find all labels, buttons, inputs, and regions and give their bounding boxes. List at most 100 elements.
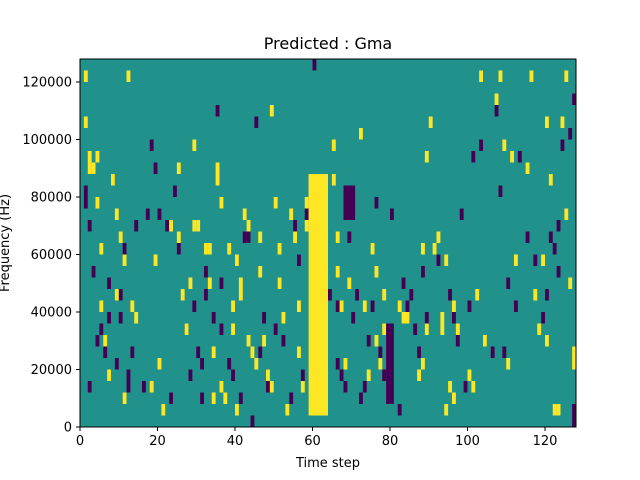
heatmap-cell-low — [552, 243, 557, 255]
heatmap-cell-high — [231, 300, 235, 312]
heatmap-cell-low — [424, 312, 429, 324]
heatmap-cell-high — [378, 358, 383, 370]
heatmap-cell-low — [118, 312, 123, 324]
heatmap-cell-high — [370, 243, 375, 255]
heatmap-cell-high — [564, 208, 569, 220]
heatmap-cell-low — [390, 208, 394, 220]
heatmap-cell-high — [269, 381, 274, 393]
heatmap-cell-high — [254, 358, 259, 370]
heatmap-cell-low — [304, 208, 309, 220]
heatmap-cell-low — [556, 220, 561, 232]
heatmap-cell-low — [242, 231, 247, 243]
heatmap-cell-high — [211, 392, 216, 404]
x-tick-label: 40 — [227, 434, 244, 449]
heatmap-cell-low — [107, 312, 111, 324]
heatmap-cell-low — [99, 323, 104, 335]
heatmap-cell-low — [238, 392, 243, 404]
heatmap-cell-low — [312, 59, 317, 71]
heatmap-cell-high — [157, 358, 162, 370]
heatmap-cell-high — [192, 220, 197, 232]
heatmap-cell-low — [459, 208, 464, 220]
heatmap-cell-high — [114, 289, 119, 301]
heatmap-cell-high — [281, 312, 286, 324]
heatmap-cell-high — [262, 335, 266, 347]
heatmap-cell-high — [122, 254, 127, 266]
heatmap-cell-high — [297, 300, 301, 312]
heatmap-cell-low — [421, 266, 425, 278]
y-tick-label: 120000 — [22, 76, 72, 91]
heatmap-cell-high — [417, 369, 421, 381]
heatmap-cell-low — [370, 300, 375, 312]
heatmap-cell-high — [196, 220, 201, 232]
heatmap-cell-high — [455, 323, 460, 335]
heatmap-cell-low — [502, 346, 507, 358]
heatmap-cell-high — [134, 312, 139, 324]
heatmap-cell-low — [545, 289, 549, 301]
heatmap-cell-high — [169, 220, 173, 232]
heatmap-cell-high — [335, 231, 340, 243]
heatmap-cell-low — [506, 277, 511, 289]
heatmap-cell-low — [204, 289, 208, 301]
y-axis-label: Frequency (Hz) — [0, 194, 13, 292]
heatmap-cell-low — [359, 392, 363, 404]
heatmap-cell-high — [223, 392, 228, 404]
heatmap-cell-high — [231, 323, 235, 335]
heatmap-cell-high — [362, 300, 367, 312]
heatmap-cell-high — [188, 277, 193, 289]
heatmap-cell-low — [409, 289, 414, 301]
heatmap-cell-low — [452, 312, 456, 324]
heatmap-cell-low — [126, 381, 131, 393]
heatmap-cell-high — [572, 358, 576, 370]
heatmap-cell-low — [227, 358, 232, 370]
heatmap-cell-low — [366, 335, 371, 347]
heatmap-cell-high — [130, 300, 135, 312]
heatmap-cell-low — [211, 312, 216, 324]
heatmap-cell-high — [207, 243, 212, 255]
heatmap-cell-high — [176, 162, 181, 174]
heatmap-cell-high — [556, 404, 561, 416]
heatmap-cell-low — [254, 116, 259, 128]
heatmap-cell-low — [91, 266, 96, 278]
heatmap-cell-low — [95, 335, 100, 347]
heatmap-cell-low — [374, 197, 379, 209]
heatmap-cell-low — [382, 369, 387, 381]
heatmap-cell-low — [157, 208, 162, 220]
heatmap-cell-low — [347, 231, 352, 243]
heatmap-cell-high — [548, 174, 553, 186]
heatmap-cell-high — [95, 197, 100, 209]
heatmap-cell-low — [107, 277, 111, 289]
heatmap-cell-high — [227, 243, 232, 255]
heatmap-cell-high — [149, 381, 154, 393]
heatmap-cell-low — [436, 254, 441, 266]
x-tick-label: 60 — [304, 434, 321, 449]
heatmap-cell-high — [529, 70, 534, 82]
heatmap-cell-low — [176, 243, 181, 255]
heatmap-cell-high — [107, 369, 111, 381]
heatmap-cell-high — [176, 231, 181, 243]
heatmap-cell-low — [165, 220, 170, 232]
plot-area — [79, 58, 577, 428]
heatmap-cell-high — [483, 335, 487, 347]
heatmap-cell-high — [118, 231, 123, 243]
heatmap-cell-high — [475, 289, 480, 301]
heatmap-cell-high — [273, 197, 278, 209]
y-tick-label: 40000 — [31, 306, 72, 321]
heatmap-cell-high — [95, 151, 100, 163]
heatmap-cell-low — [572, 415, 576, 427]
heatmap-cell-low — [145, 208, 150, 220]
y-tick-label: 0 — [64, 421, 72, 436]
heatmap-cell-low — [103, 346, 108, 358]
heatmap-cell-high — [498, 70, 503, 82]
heatmap-cell-high — [111, 174, 115, 186]
heatmap-cell-low — [126, 369, 131, 381]
heatmap-cell-high — [545, 116, 549, 128]
heatmap-cell-high — [153, 254, 158, 266]
heatmap-cell-low — [250, 415, 255, 427]
heatmap-cell-high — [541, 254, 545, 266]
heatmap-cell-high — [235, 404, 239, 416]
heatmap-cell-high — [99, 243, 104, 255]
heatmap-cell-high — [87, 162, 92, 174]
heatmap-cell-high — [238, 289, 243, 301]
x-tick-label: 0 — [76, 434, 84, 449]
heatmap-cell-high — [246, 220, 251, 232]
